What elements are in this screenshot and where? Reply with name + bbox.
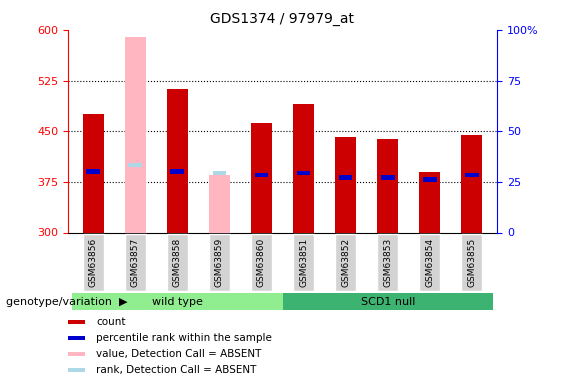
Bar [167,89,188,232]
Title: GDS1374 / 97979_at: GDS1374 / 97979_at [211,12,354,26]
FancyBboxPatch shape [251,234,272,291]
Bar [251,123,272,232]
Bar [68,352,85,356]
Bar [419,172,440,232]
FancyBboxPatch shape [282,293,493,310]
Bar [381,175,394,180]
Text: value, Detection Call = ABSENT: value, Detection Call = ABSENT [96,349,262,359]
Text: rank, Detection Call = ABSENT: rank, Detection Call = ABSENT [96,365,257,375]
Text: GSM63858: GSM63858 [173,238,182,287]
Bar [377,140,398,232]
FancyBboxPatch shape [125,234,146,291]
Text: GSM63859: GSM63859 [215,238,224,287]
Text: GSM63853: GSM63853 [383,238,392,287]
Text: GSM63851: GSM63851 [299,238,308,287]
Bar [171,170,184,174]
Bar [293,104,314,232]
FancyBboxPatch shape [209,234,230,291]
FancyBboxPatch shape [377,234,398,291]
Text: SCD1 null: SCD1 null [360,297,415,307]
Text: GSM63854: GSM63854 [425,238,434,287]
Bar [465,173,479,177]
Bar [68,368,85,372]
Text: GSM63856: GSM63856 [89,238,98,287]
Bar [423,177,437,182]
Text: GSM63855: GSM63855 [467,238,476,287]
Bar [212,171,226,176]
Bar [339,175,353,180]
Bar [82,114,103,232]
Bar [86,170,100,174]
Text: count: count [96,317,125,327]
Bar [128,163,142,167]
Bar [335,136,356,232]
FancyBboxPatch shape [82,234,103,291]
FancyBboxPatch shape [419,234,440,291]
Bar [209,175,230,232]
Text: GSM63860: GSM63860 [257,238,266,287]
Text: GSM63857: GSM63857 [131,238,140,287]
Bar [68,320,85,324]
FancyBboxPatch shape [167,234,188,291]
Bar [462,135,483,232]
Bar [68,336,85,340]
Text: percentile rank within the sample: percentile rank within the sample [96,333,272,343]
Text: GSM63852: GSM63852 [341,238,350,287]
Bar [255,173,268,177]
Text: wild type: wild type [152,297,203,307]
FancyBboxPatch shape [335,234,356,291]
Bar [125,37,146,232]
FancyBboxPatch shape [72,293,282,310]
Text: genotype/variation  ▶: genotype/variation ▶ [6,297,127,307]
FancyBboxPatch shape [293,234,314,291]
Bar [297,171,310,176]
FancyBboxPatch shape [462,234,483,291]
